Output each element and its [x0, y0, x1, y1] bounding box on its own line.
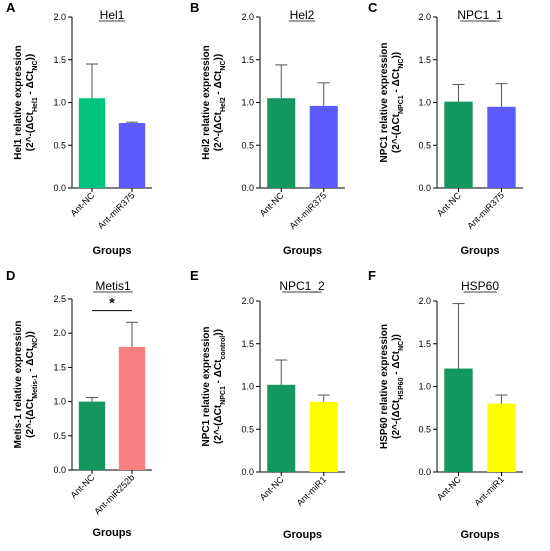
y-tick-label: 2.5: [53, 294, 66, 304]
panel-f: F HSP60 0.0 0.5 1.0 1.5 2.0 Ant-NC Ant-miR1 Group…: [368, 268, 523, 541]
y-tick-label: 1.0: [53, 397, 66, 407]
y-tick-label: 0.5: [418, 424, 431, 434]
y-axis-label: Metis-1 relative expression: [13, 321, 24, 449]
y-tick-label: 1.5: [418, 339, 431, 349]
y-tick-label: 0.0: [418, 467, 431, 477]
panel-letter: B: [190, 0, 199, 15]
bar-ant-nc: [444, 101, 473, 188]
significance-marker: *: [109, 295, 115, 311]
y-axis-label: NPC1 relative expression: [379, 42, 390, 162]
panel-d: D Metis1 0.0 0.5 1.0 1.5 2.0 2.5 Ant-NCAnt-miR25…: [6, 268, 152, 539]
panel-a: A Hel1 0.0 0.5 1.0 1.5 2.0 Ant-NC Ant-miR375 Grou…: [6, 0, 152, 257]
bar-ant-mir375: [118, 123, 146, 188]
y-tick-label: 0.5: [241, 140, 254, 150]
x-tick-label: Ant-miR375: [465, 190, 506, 231]
chart-title: NPC1_2: [279, 279, 325, 293]
y-axis-label: HSP60 relative expression: [379, 324, 390, 449]
chart-title: HSP60: [461, 279, 499, 293]
x-tick-label: Ant-NC: [258, 474, 286, 502]
y-axis-formula: (2^-(ΔCtHSP60 - ΔCtNC)): [391, 334, 405, 439]
chart-title: NPC1_1: [457, 8, 503, 22]
chart-title: Hel1: [100, 8, 125, 22]
y-axis-formula: (2^-(ΔCtHel2 - ΔCtNC)): [213, 54, 227, 151]
x-tick-label: Ant-NC: [435, 190, 463, 218]
y-tick-label: 1.0: [241, 382, 254, 392]
y-tick-label: 0.0: [53, 183, 66, 193]
panel-b: B Hel2 0.0 0.5 1.0 1.5 2.0 Ant-NC Ant-miR375 Grou…: [190, 0, 345, 257]
x-tick-label: Ant-NC: [258, 190, 286, 218]
bar-ant-nc: [267, 98, 296, 188]
x-tick-label: Ant-NC: [68, 190, 96, 218]
chart-title: Metis1: [95, 279, 131, 293]
y-tick-label: 0.5: [418, 140, 431, 150]
panel-letter: A: [6, 0, 16, 15]
y-tick-label: 2.0: [53, 328, 66, 338]
y-tick-label: 1.5: [241, 339, 254, 349]
x-axis-label: Groups: [92, 527, 131, 539]
y-tick-label: 1.0: [53, 98, 66, 108]
y-tick-label: 1.5: [418, 55, 431, 65]
y-tick-label: 0.0: [241, 183, 254, 193]
y-tick-label: 0.5: [53, 431, 66, 441]
panel-letter: D: [6, 268, 15, 283]
x-tick-label: Ant-miR375: [96, 190, 137, 231]
y-tick-label: 0.5: [241, 424, 254, 434]
y-axis-label: NPC1 relative expression: [201, 326, 212, 446]
x-tick-label: Ant-miR252b: [92, 472, 136, 516]
y-axis-formula: (2^-(ΔCtNPC1 - ΔCtNC)): [391, 52, 405, 153]
y-tick-label: 0.0: [53, 465, 66, 475]
y-tick-label: 2.0: [241, 12, 254, 22]
y-tick-label: 0.0: [241, 467, 254, 477]
x-axis-label: Groups: [460, 529, 499, 541]
x-axis-label: Groups: [283, 529, 322, 541]
y-tick-label: 2.0: [241, 296, 254, 306]
x-tick-label: Ant-miR1: [472, 474, 506, 508]
x-tick-label: Ant-miR375: [287, 190, 328, 231]
y-tick-label: 2.0: [418, 296, 431, 306]
bar-ant-nc: [444, 368, 473, 472]
bar-ant-nc: [78, 98, 106, 188]
panel-e: E NPC1_2 0.0 0.5 1.0 1.5 2.0 Ant-NC Ant-miR1 Grou…: [190, 268, 345, 541]
y-axis-formula: (2^-(ΔCtHel1 - ΔCtNC)): [25, 54, 39, 151]
x-tick-label: Ant-NC: [68, 472, 96, 500]
bar-ant-mir1: [309, 401, 338, 472]
y-axis-label: Hel2 relative expression: [201, 45, 212, 160]
y-tick-label: 2.0: [418, 12, 431, 22]
y-tick-label: 1.5: [241, 55, 254, 65]
y-axis-formula: (2^-(ΔCtMetis-1 - ΔCtNC)): [25, 331, 39, 438]
y-tick-label: 2.0: [53, 12, 66, 22]
y-tick-label: 1.0: [418, 98, 431, 108]
x-axis-label: Groups: [283, 245, 322, 257]
y-axis-formula: (2^-(ΔCtNPC1 - ΔCtcontrol)): [213, 329, 227, 444]
bar-ant-mir1: [487, 403, 516, 472]
y-tick-label: 1.5: [53, 362, 66, 372]
bar-ant-mir252b: [118, 346, 146, 470]
y-tick-label: 0.0: [418, 183, 431, 193]
x-axis-label: Groups: [92, 245, 131, 257]
bar-ant-mir375: [309, 105, 338, 188]
y-tick-label: 1.5: [53, 55, 66, 65]
y-tick-label: 1.0: [418, 382, 431, 392]
panel-c: C NPC1_1 0.0 0.5 1.0 1.5 2.0 Ant-NC Ant-miR375 Gr…: [368, 0, 523, 257]
bar-ant-nc: [78, 401, 106, 470]
bar-ant-mir375: [487, 106, 516, 188]
panel-letter: E: [190, 268, 199, 283]
bar-ant-nc: [267, 384, 296, 472]
x-tick-label: Ant-NC: [435, 474, 463, 502]
panel-letter: C: [368, 0, 378, 15]
chart-title: Hel2: [290, 8, 315, 22]
panel-letter: F: [368, 268, 376, 283]
x-axis-label: Groups: [460, 245, 499, 257]
x-tick-label: Ant-miR1: [295, 474, 329, 508]
y-tick-label: 0.5: [53, 140, 66, 150]
y-tick-label: 1.0: [241, 98, 254, 108]
y-axis-label: Hel1 relative expression: [13, 45, 24, 160]
